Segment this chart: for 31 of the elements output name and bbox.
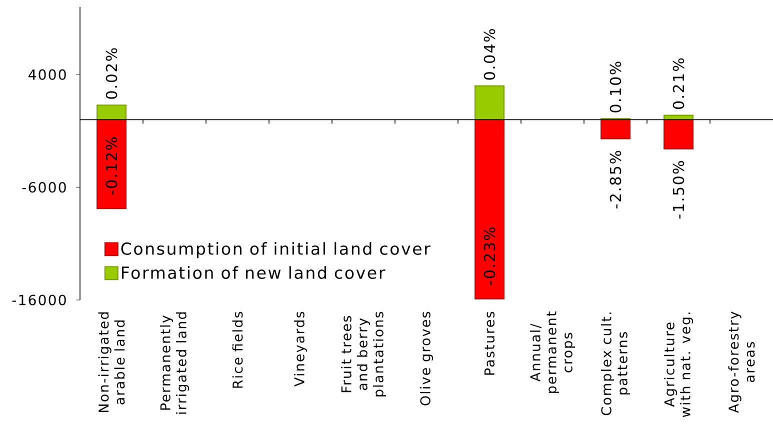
x-tick-label: Pastures — [484, 312, 495, 375]
x-tick-label: Vineyards — [294, 312, 308, 386]
annotation: 0.02% — [106, 48, 118, 99]
annotation: 0.04% — [484, 29, 496, 80]
annotation: -0.12% — [106, 137, 118, 195]
x-tick-label: Permanently irrigated land — [160, 312, 190, 414]
y-tick-label: -6000 — [22, 182, 66, 193]
bar — [96, 119, 126, 210]
annotation: 0.10% — [610, 62, 622, 112]
annotation: -1.50% — [672, 161, 684, 219]
x-tick-label: Agriculture with nat. veg. — [664, 312, 694, 418]
bar — [474, 85, 504, 120]
x-tick-label: Agro-forestry areas — [728, 312, 755, 413]
bar — [600, 119, 630, 140]
x-tick-label: Non-irrigated arable land — [98, 312, 125, 412]
x-tick-label: Rice fields — [232, 312, 243, 388]
bar — [474, 119, 504, 300]
y-tick-label: -16000 — [12, 294, 66, 306]
legend-label: Formation of new land cover — [122, 266, 386, 279]
bar — [664, 119, 694, 150]
bar — [664, 114, 694, 120]
annotation: -2.85% — [610, 150, 622, 208]
annotation: -0.23% — [484, 227, 496, 285]
legend-label: Consumption of initial land cover — [121, 242, 430, 258]
x-tick-label: Fruit trees and berry plantations — [340, 312, 386, 396]
y-tick-label: 4000 — [28, 69, 66, 80]
x-tick-label: Complex cult. patterns — [600, 312, 630, 416]
x-tick-label: Olive groves — [420, 312, 434, 406]
x-tick-label: Annual/ permanent crops — [530, 312, 576, 393]
annotation: 0.21% — [672, 58, 684, 109]
bar — [96, 104, 126, 120]
